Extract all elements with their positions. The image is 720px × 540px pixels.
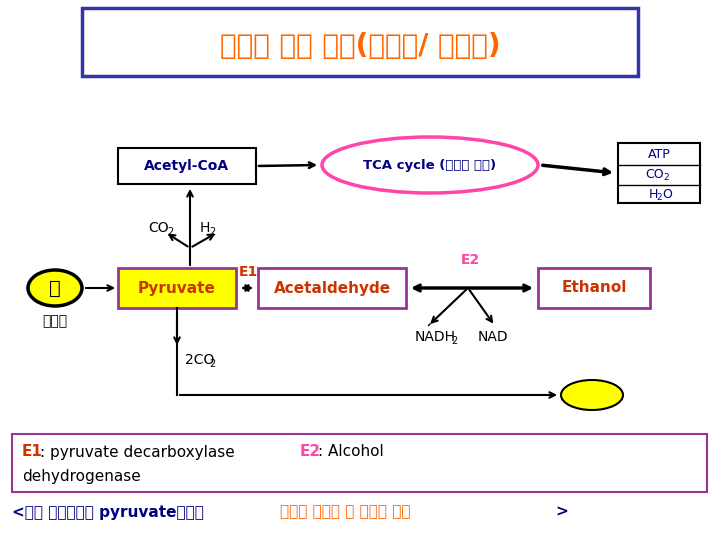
Text: dehydrogenase: dehydrogenase — [22, 469, 140, 484]
FancyBboxPatch shape — [538, 268, 650, 308]
Text: E1: E1 — [22, 444, 43, 460]
Text: O: O — [662, 188, 672, 201]
Text: NADH: NADH — [415, 330, 456, 344]
Text: E2: E2 — [460, 253, 480, 267]
Ellipse shape — [322, 137, 538, 193]
Text: 2: 2 — [663, 173, 669, 183]
Text: 당: 당 — [49, 279, 61, 298]
FancyBboxPatch shape — [118, 268, 236, 308]
Text: NAD: NAD — [478, 330, 508, 344]
Text: Acetaldehyde: Acetaldehyde — [274, 280, 390, 295]
Text: 2: 2 — [209, 359, 215, 369]
Text: H: H — [200, 221, 210, 235]
Text: 효모의 호기적 및 혁기적 대사: 효모의 호기적 및 혁기적 대사 — [280, 504, 410, 519]
Text: CO: CO — [148, 221, 168, 235]
FancyBboxPatch shape — [118, 148, 256, 184]
Text: CO: CO — [646, 168, 665, 181]
Text: Acetyl-CoA: Acetyl-CoA — [145, 159, 230, 173]
Ellipse shape — [28, 270, 82, 306]
FancyBboxPatch shape — [12, 434, 707, 492]
Text: 2: 2 — [167, 227, 174, 237]
FancyBboxPatch shape — [258, 268, 406, 308]
Text: Pyruvate: Pyruvate — [138, 280, 216, 295]
Text: 2: 2 — [209, 227, 215, 237]
Ellipse shape — [561, 380, 623, 410]
Text: ATP: ATP — [647, 148, 670, 161]
Text: : Alcohol: : Alcohol — [318, 444, 384, 460]
Text: TCA cycle (호기적 대사): TCA cycle (호기적 대사) — [364, 159, 497, 172]
Text: 효모의 당분 대사(호기적/ 혐기적): 효모의 당분 대사(호기적/ 혐기적) — [220, 32, 500, 60]
Text: <당의 대사산물인 pyruvate로부터: <당의 대사산물인 pyruvate로부터 — [12, 504, 209, 519]
Text: E1: E1 — [238, 265, 258, 279]
Text: 2: 2 — [656, 193, 662, 202]
Text: 2: 2 — [451, 336, 457, 346]
FancyBboxPatch shape — [618, 143, 700, 203]
FancyBboxPatch shape — [82, 8, 638, 76]
Text: 포도당: 포도당 — [42, 314, 68, 328]
Text: E2: E2 — [300, 444, 321, 460]
Text: 2CO: 2CO — [185, 353, 215, 367]
Text: Ethanol: Ethanol — [562, 280, 626, 295]
Text: H: H — [648, 188, 657, 201]
Text: >: > — [555, 504, 568, 519]
Text: : pyruvate decarboxylase: : pyruvate decarboxylase — [40, 444, 235, 460]
